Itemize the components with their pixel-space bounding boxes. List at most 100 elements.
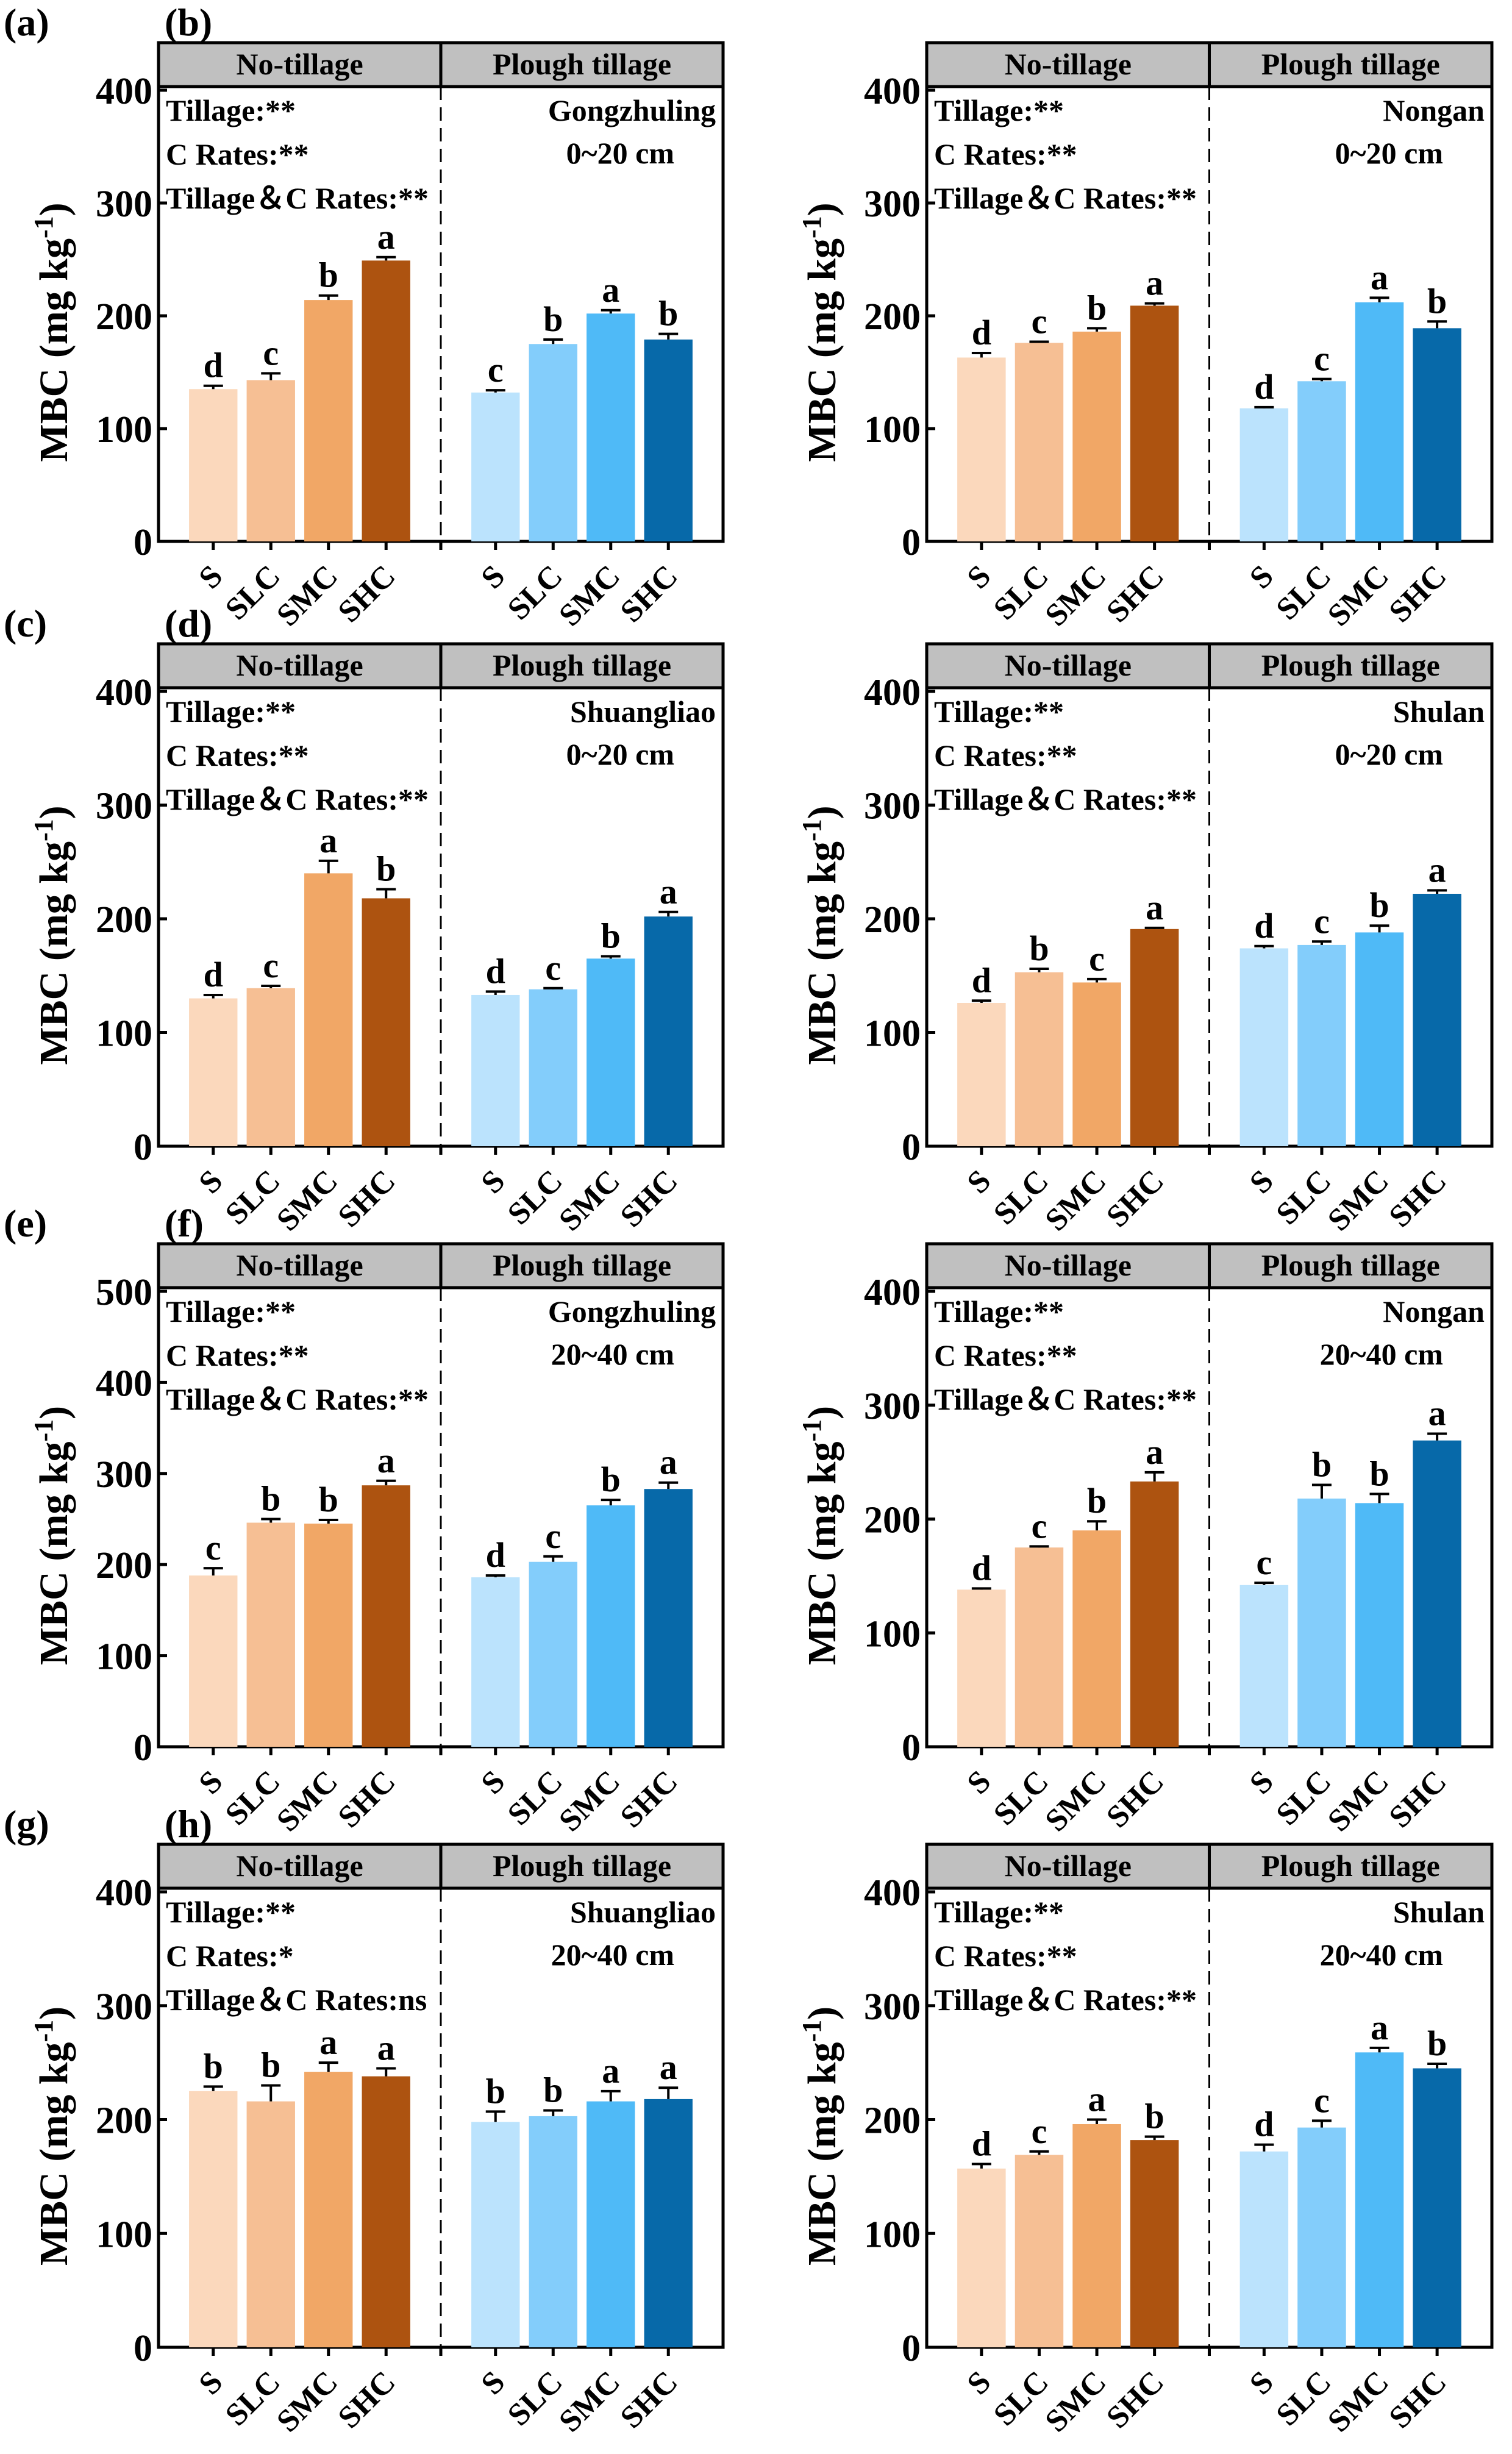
chart-panel-f: (f) No-tillage Plough tillage 0 100 200 300 400… (165, 1202, 1494, 1838)
y-tick-label: 200 (864, 899, 921, 941)
header-plough-tillage (439, 1842, 725, 1890)
bar-pt-slc (1297, 944, 1346, 1146)
significance-letter: a (1371, 257, 1388, 297)
stat-annotation: Tillage:** (166, 1895, 296, 1929)
significance-letter: a (1371, 2008, 1388, 2047)
site-label: Gongzhuling (548, 93, 716, 127)
bar-pt-slc (1297, 1498, 1346, 1747)
x-tick-label: SHC (332, 1163, 402, 1234)
bar-nt-s (957, 1003, 1006, 1146)
x-tick-label: SLC (1270, 558, 1338, 627)
stat-annotation: Tillage＆C Rates:** (934, 1382, 1197, 1416)
header-plough-tillage (439, 1242, 725, 1289)
x-tick-label: SLC (219, 558, 287, 627)
x-tick-label: SHC (1383, 2364, 1453, 2435)
y-tick-label: 400 (96, 71, 152, 112)
y-tick-label: 0 (902, 522, 921, 563)
significance-letter: d (972, 1548, 991, 1588)
significance-letter: a (602, 270, 619, 310)
site-label: Nongan (1383, 93, 1485, 127)
y-tick-label: 100 (96, 2214, 152, 2255)
x-tick-label: SHC (1383, 558, 1453, 629)
significance-letter: d (1254, 906, 1274, 946)
stat-annotation: Tillage:** (934, 93, 1064, 127)
significance-letter: b (486, 2071, 505, 2111)
y-tick-label: 200 (864, 1500, 921, 1541)
header-plough-tillage (439, 642, 725, 690)
significance-letter: c (1032, 2111, 1047, 2151)
significance-letter: b (1427, 281, 1447, 321)
significance-letter: c (1314, 901, 1330, 941)
header-plough-tillage (1208, 1842, 1494, 1890)
significance-letter: d (1254, 367, 1274, 407)
x-tick-label: S (1243, 1764, 1280, 1801)
bar-nt-shc (362, 1485, 410, 1747)
bar-pt-smc (1355, 302, 1404, 541)
x-tick-label: S (1243, 1163, 1280, 1200)
significance-letter: b (1029, 929, 1049, 968)
x-tick-label: SLC (1270, 1163, 1338, 1232)
x-tick-label: SMC (1039, 1163, 1113, 1238)
bar-pt-slc (529, 344, 577, 541)
significance-letter: b (319, 255, 338, 295)
bar-pt-slc (1297, 2127, 1346, 2347)
y-axis-label: MBC (mg kg-1) (797, 805, 844, 1065)
stat-annotation: Tillage:** (934, 1895, 1064, 1929)
x-tick-label: SMC (552, 2364, 627, 2439)
x-tick-label: SLC (987, 1163, 1055, 1232)
significance-letter: b (1087, 1481, 1107, 1521)
y-tick-label: 400 (96, 1872, 152, 1914)
bar-pt-smc (1355, 2052, 1404, 2347)
y-tick-label: 0 (134, 522, 152, 563)
header-plough-tillage (1208, 642, 1494, 690)
x-tick-label: SMC (1321, 1163, 1396, 1238)
header-label-plough-tillage: Plough tillage (493, 1849, 671, 1883)
significance-letter: d (972, 2124, 991, 2163)
x-tick-label: SLC (219, 1163, 287, 1232)
bar-nt-shc (1130, 929, 1179, 1146)
bar-pt-shc (1413, 1440, 1461, 1747)
bar-pt-s (471, 2122, 520, 2347)
bar-nt-s (189, 998, 238, 1146)
stat-annotation: Tillage:** (166, 694, 296, 729)
header-label-plough-tillage: Plough tillage (493, 47, 671, 81)
y-tick-label: 200 (96, 899, 152, 941)
stat-annotation: Tillage:** (934, 694, 1064, 729)
panel-label: (f) (165, 1202, 204, 1245)
header-plough-tillage (1208, 41, 1494, 88)
bar-nt-shc (362, 2076, 410, 2347)
bar-pt-s (1239, 948, 1289, 1146)
significance-letter: a (319, 2022, 337, 2062)
significance-letter: d (1254, 2105, 1274, 2144)
x-tick-label: SMC (552, 1764, 627, 1838)
x-tick-label: S (961, 1764, 998, 1801)
chart-panel-d: (d) No-tillage Plough tillage 0 100 200 300 400… (165, 602, 1494, 1238)
bar-pt-s (1239, 1585, 1289, 1747)
y-axis-label: MBC (mg kg-1) (29, 2006, 76, 2266)
significance-letter: b (601, 916, 621, 956)
significance-letter: a (1146, 888, 1163, 927)
y-tick-label: 200 (96, 1545, 152, 1586)
header-label-no-tillage: No-tillage (236, 1849, 363, 1883)
x-tick-label: SHC (1383, 1163, 1453, 1234)
significance-letter: b (204, 2046, 223, 2086)
bar-nt-slc (1015, 2155, 1064, 2347)
significance-letter: b (261, 2045, 280, 2085)
bar-pt-smc (587, 313, 635, 541)
bar-nt-smc (304, 2072, 353, 2347)
x-tick-label: SLC (501, 2364, 569, 2433)
stat-annotation: Tillage:** (166, 93, 296, 127)
bar-pt-smc (1355, 932, 1404, 1146)
x-tick-label: SMC (1039, 2364, 1113, 2439)
significance-letter: a (1146, 1432, 1163, 1472)
depth-label: 0~20 cm (1335, 136, 1443, 170)
x-tick-label: SHC (1383, 1764, 1453, 1835)
x-tick-label: S (1243, 2364, 1280, 2402)
significance-letter: c (545, 948, 561, 988)
x-tick-label: SLC (501, 558, 569, 627)
site-label: Shulan (1393, 694, 1485, 729)
panel-label: (d) (165, 602, 212, 645)
bar-nt-s (957, 357, 1006, 541)
significance-letter: c (1256, 1543, 1272, 1582)
panel-label: (c) (4, 602, 47, 645)
